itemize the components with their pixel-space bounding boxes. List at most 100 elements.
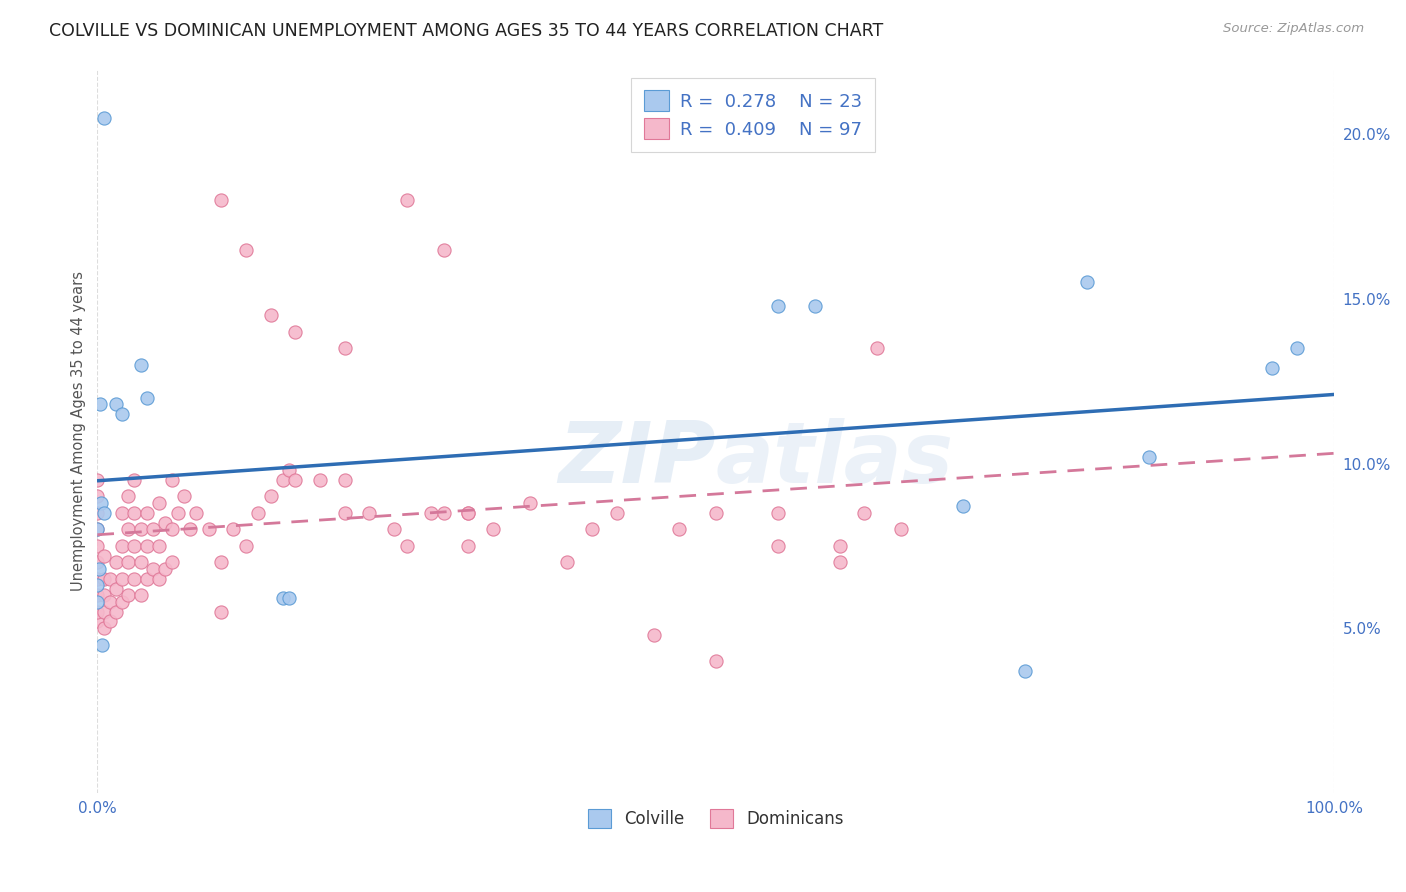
Point — [235, 539, 257, 553]
Text: Source: ZipAtlas.com: Source: ZipAtlas.com — [1223, 22, 1364, 36]
Point — [166, 506, 188, 520]
Point — [117, 490, 139, 504]
Point — [519, 496, 541, 510]
Point — [433, 506, 456, 520]
Point — [643, 628, 665, 642]
Point — [86, 555, 108, 569]
Point — [86, 522, 108, 536]
Point — [98, 615, 121, 629]
Point — [111, 506, 134, 520]
Point — [129, 358, 152, 372]
Point — [395, 193, 418, 207]
Point — [803, 298, 825, 312]
Point — [284, 473, 307, 487]
Point — [93, 605, 115, 619]
Point — [104, 397, 127, 411]
Point — [93, 549, 115, 563]
Point — [766, 298, 789, 312]
Legend: Colville, Dominicans: Colville, Dominicans — [581, 803, 851, 835]
Point — [284, 325, 307, 339]
Point — [129, 588, 152, 602]
Point — [259, 309, 281, 323]
Point — [828, 539, 851, 553]
Point — [98, 572, 121, 586]
Point — [186, 506, 208, 520]
Point — [209, 605, 232, 619]
Point — [173, 490, 195, 504]
Point — [129, 555, 152, 569]
Point — [142, 522, 165, 536]
Text: ZIP: ZIP — [558, 418, 716, 501]
Point — [117, 588, 139, 602]
Point — [581, 522, 603, 536]
Point — [135, 539, 157, 553]
Point — [111, 595, 134, 609]
Point — [1137, 450, 1160, 464]
Point — [278, 591, 301, 606]
Point — [89, 397, 111, 411]
Point — [952, 500, 974, 514]
Point — [86, 605, 108, 619]
Point — [853, 506, 876, 520]
Point — [160, 522, 183, 536]
Point — [1076, 276, 1098, 290]
Point — [117, 522, 139, 536]
Point — [86, 595, 108, 609]
Point — [309, 473, 332, 487]
Point — [271, 591, 294, 606]
Point — [865, 341, 887, 355]
Point — [433, 243, 456, 257]
Point — [93, 572, 115, 586]
Point — [124, 506, 146, 520]
Point — [1014, 664, 1036, 678]
Point — [382, 522, 405, 536]
Text: atlas: atlas — [716, 418, 953, 501]
Point — [457, 539, 479, 553]
Point — [86, 615, 108, 629]
Point — [93, 621, 115, 635]
Point — [86, 473, 108, 487]
Point — [104, 555, 127, 569]
Point — [148, 572, 170, 586]
Point — [93, 588, 115, 602]
Point — [124, 572, 146, 586]
Point — [124, 473, 146, 487]
Point — [704, 506, 727, 520]
Point — [333, 506, 356, 520]
Point — [155, 516, 177, 530]
Point — [148, 539, 170, 553]
Point — [87, 562, 110, 576]
Point — [142, 562, 165, 576]
Point — [766, 539, 789, 553]
Y-axis label: Unemployment Among Ages 35 to 44 years: Unemployment Among Ages 35 to 44 years — [72, 270, 86, 591]
Point — [359, 506, 381, 520]
Point — [333, 341, 356, 355]
Point — [557, 555, 579, 569]
Point — [90, 496, 112, 510]
Point — [457, 506, 479, 520]
Point — [117, 555, 139, 569]
Point — [395, 539, 418, 553]
Point — [111, 539, 134, 553]
Point — [668, 522, 690, 536]
Point — [278, 463, 301, 477]
Point — [111, 572, 134, 586]
Point — [124, 539, 146, 553]
Point — [160, 473, 183, 487]
Point — [259, 490, 281, 504]
Point — [482, 522, 505, 536]
Point — [111, 407, 134, 421]
Point — [606, 506, 628, 520]
Point — [135, 506, 157, 520]
Point — [209, 555, 232, 569]
Point — [247, 506, 270, 520]
Point — [148, 496, 170, 510]
Point — [104, 605, 127, 619]
Point — [828, 555, 851, 569]
Point — [86, 506, 108, 520]
Point — [704, 654, 727, 668]
Point — [235, 243, 257, 257]
Point — [890, 522, 912, 536]
Point — [160, 555, 183, 569]
Point — [104, 582, 127, 596]
